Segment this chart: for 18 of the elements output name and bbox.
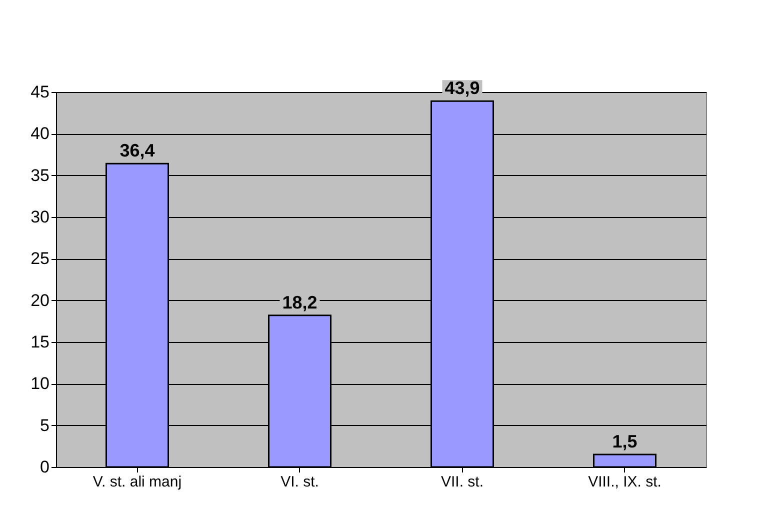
y-tick-label: 10	[30, 374, 50, 394]
y-tick-label: 0	[40, 458, 50, 476]
y-tick-label: 40	[30, 124, 50, 144]
y-tick-label: 15	[30, 332, 50, 352]
data-label: 36,4	[120, 140, 155, 161]
y-tick-label: 30	[30, 208, 50, 226]
y-tick-label: 35	[30, 166, 50, 185]
x-tick-label: VI. st.	[280, 474, 319, 490]
data-label: 18,2	[282, 292, 318, 312]
y-tick-label: 45	[30, 82, 50, 102]
x-tick-label: V. st. ali manj	[92, 474, 182, 490]
y-tick-label: 20	[30, 290, 50, 310]
data-label: 43,9	[444, 78, 480, 98]
x-tick-label: VIII., IX. st.	[588, 474, 662, 490]
y-tick-label: 5	[40, 416, 50, 435]
y-tick-label: 25	[30, 249, 50, 268]
data-label: 1,5	[612, 432, 638, 452]
x-tick-label: VII. st.	[440, 474, 484, 490]
